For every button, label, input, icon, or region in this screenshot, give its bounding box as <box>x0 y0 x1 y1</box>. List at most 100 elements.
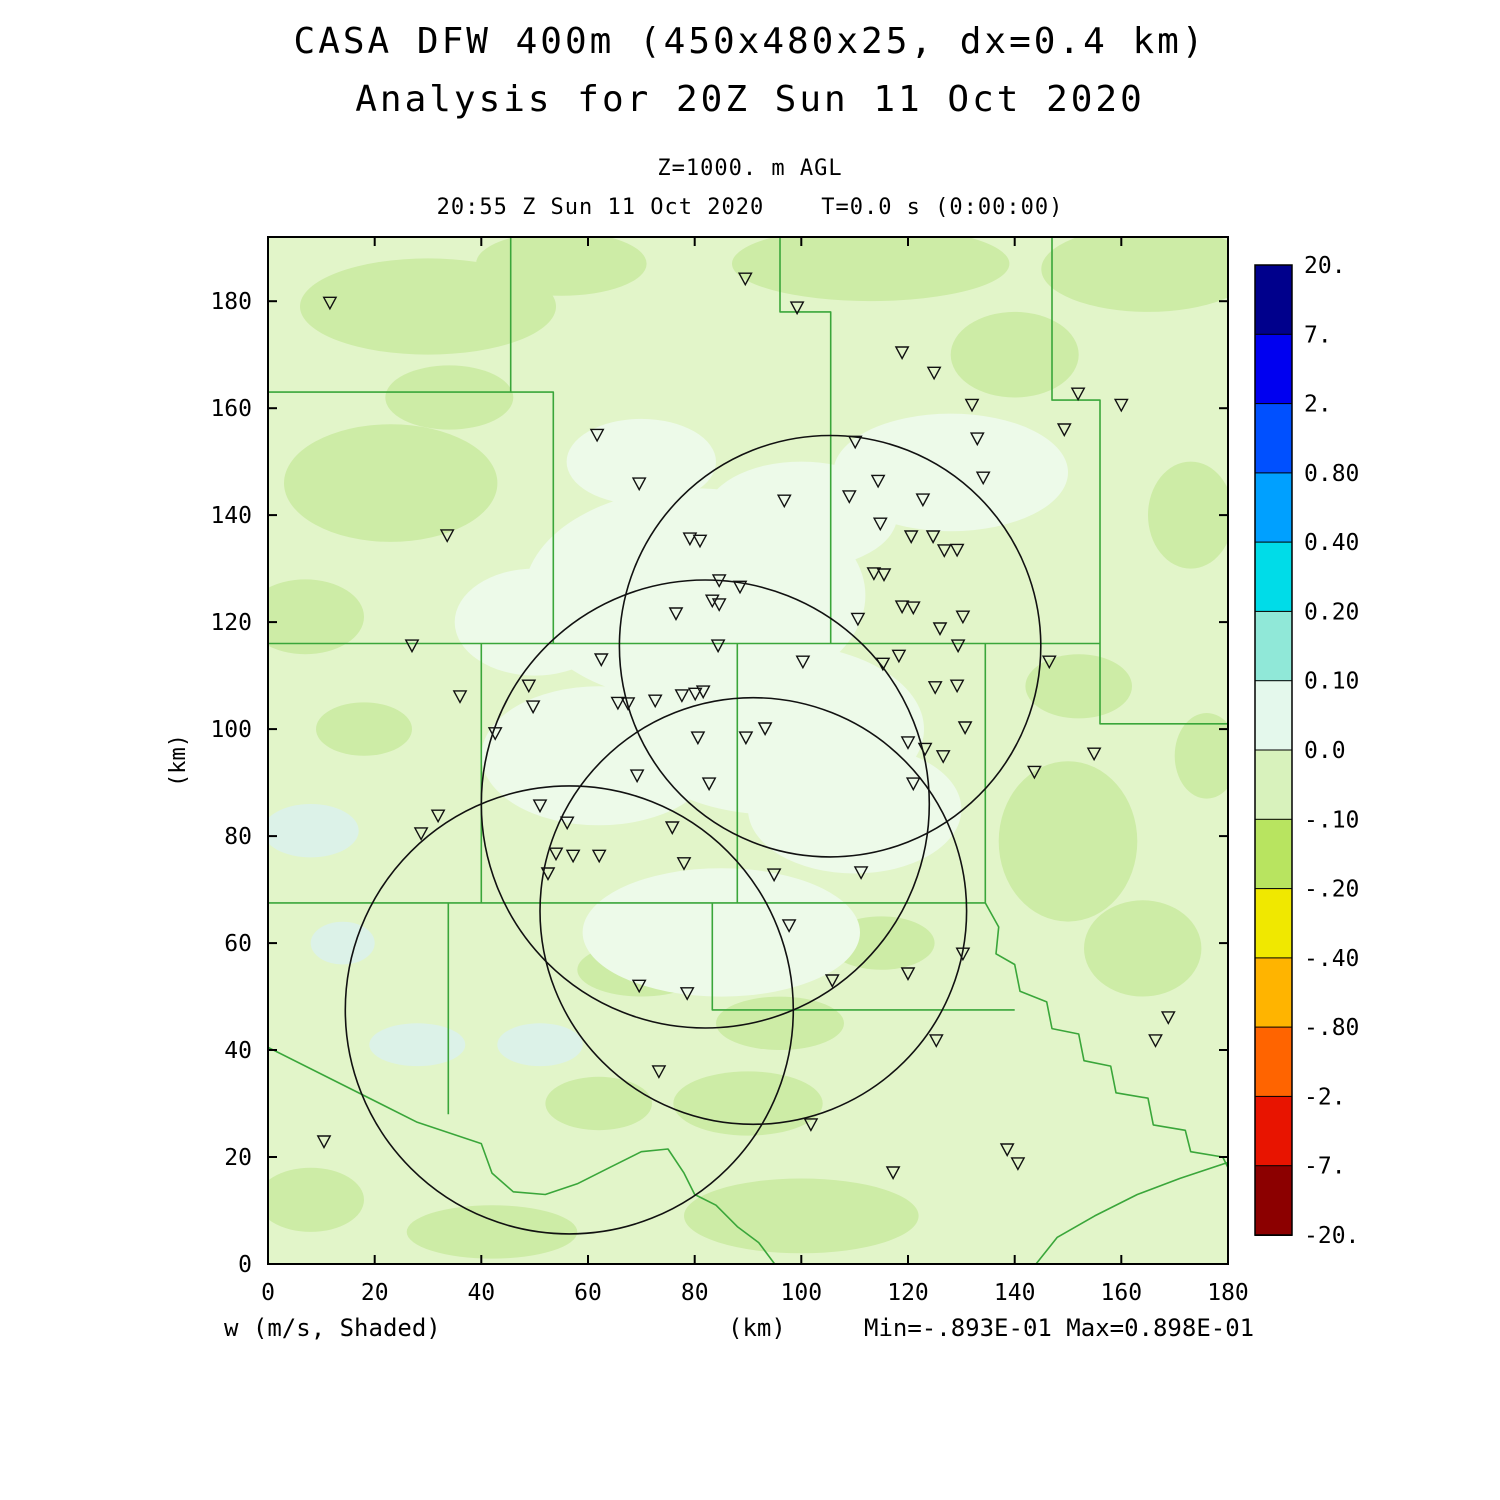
county-line <box>1035 1161 1228 1264</box>
station-marker-icon <box>776 494 792 509</box>
station-marker-icon <box>900 967 916 981</box>
station-marker-icon <box>900 736 916 750</box>
station-marker-icon <box>964 398 980 413</box>
colorbar-segment <box>1254 610 1293 682</box>
station-marker-icon <box>1070 387 1086 402</box>
colorbar-label: -7. <box>1304 1154 1346 1180</box>
station-marker-icon <box>316 1135 332 1149</box>
station-marker-icon <box>629 769 645 784</box>
colorbar-segment <box>1254 888 1293 959</box>
station-marker-icon <box>757 722 773 736</box>
station-marker-icon <box>955 947 971 962</box>
shade-patch <box>406 1205 578 1259</box>
station-marker-icon <box>891 649 907 664</box>
colorbar-label: 0.80 <box>1304 461 1359 487</box>
shade-patch <box>1148 461 1228 569</box>
county-boundaries <box>268 237 1228 1264</box>
station-marker-icon <box>781 919 797 933</box>
x-tick-label: 100 <box>781 1280 823 1306</box>
station-marker-icon <box>955 610 971 625</box>
x-tick-label: 160 <box>1101 1280 1143 1306</box>
shade-patch <box>998 761 1138 922</box>
station-marker-icon <box>789 301 805 316</box>
y-tick-label: 120 <box>210 610 252 636</box>
station-marker-icon <box>679 987 695 1001</box>
station-marker-icon <box>905 777 921 792</box>
time-label: 20:55 Z Sun 11 Oct 2020 T=0.0 s (0:00:00… <box>436 195 1064 220</box>
shade-patch <box>310 921 375 965</box>
station-marker-icon <box>1160 1011 1176 1025</box>
station-marker-icon <box>917 742 933 757</box>
shade-patch <box>684 1178 919 1254</box>
station-marker-icon <box>487 727 503 741</box>
axis-ticks <box>267 237 1229 1265</box>
station-marker-icon <box>894 600 910 615</box>
shade-patch <box>732 237 1010 302</box>
station-marker-icon <box>631 477 647 492</box>
station-marker-icon <box>674 689 690 703</box>
station-marker-icon <box>866 567 882 581</box>
station-marker-icon <box>610 696 626 711</box>
x-tick-label: 60 <box>574 1280 602 1306</box>
station-marker-icon <box>664 821 680 835</box>
y-tick-label: 20 <box>224 1145 252 1171</box>
colorbar-label: -.80 <box>1304 1015 1359 1041</box>
station-marker-icon <box>711 598 727 612</box>
station-marker-icon <box>439 529 455 543</box>
station-marker-icon <box>591 849 607 864</box>
station-marker-icon <box>704 594 720 609</box>
shade-patch <box>673 1071 823 1136</box>
title-block: CASA DFW 400m (450x480x25, dx=0.4 km) An… <box>0 24 1500 219</box>
colorbar-segment <box>1254 403 1293 474</box>
shade-patch <box>476 237 647 296</box>
shade-patch <box>705 461 898 569</box>
colorbar-label: 20. <box>1304 253 1346 279</box>
station-marker-icon <box>957 721 973 735</box>
station-marker-icon <box>732 580 748 595</box>
station-marker-icon <box>766 868 782 883</box>
field-label: w (m/s, Shaded) <box>224 1314 441 1342</box>
station-marker-icon <box>565 849 581 864</box>
station-marker-icon <box>521 679 537 694</box>
station-marker-icon <box>710 639 726 654</box>
station-marker-icon <box>999 1143 1015 1157</box>
colorbar-label: 0.10 <box>1304 669 1359 695</box>
shade-patch <box>316 702 412 756</box>
colorbar-segment <box>1254 472 1293 544</box>
station-marker-icon <box>737 272 753 287</box>
shade-patch <box>481 686 716 826</box>
shade-patch <box>497 1023 583 1067</box>
radar-range-circle <box>539 696 968 1126</box>
x-tick-label: 20 <box>361 1280 389 1306</box>
station-marker-icon <box>975 471 991 486</box>
county-line <box>268 1046 776 1264</box>
shade-patch <box>566 418 716 505</box>
colorbar-label: 7. <box>1304 322 1332 348</box>
station-marker-icon <box>872 517 888 532</box>
station-marker-icon <box>701 777 717 792</box>
station-marker-icon <box>738 731 754 746</box>
colorbar-segment <box>1254 957 1293 1029</box>
station-marker-icon <box>620 697 636 711</box>
station-marker-icon <box>695 685 711 700</box>
station-marker-icon <box>651 1065 667 1079</box>
map-area <box>268 237 1228 1264</box>
y-tick-label: 40 <box>224 1038 252 1064</box>
y-tick-label: 160 <box>210 396 252 422</box>
station-marker-icon <box>841 490 857 504</box>
station-marker-icon <box>927 681 943 695</box>
shade-patch <box>300 258 556 355</box>
shade-patch <box>545 1076 652 1131</box>
station-marker-icon <box>885 1166 901 1180</box>
colorbar-label: 0.0 <box>1304 738 1346 764</box>
colorbar <box>1254 264 1293 1236</box>
station-marker-icon <box>593 653 609 667</box>
y-tick-label: 80 <box>224 824 252 850</box>
station-marker-icon <box>903 530 919 544</box>
colorbar-segment <box>1254 264 1293 336</box>
station-marker-icon <box>1056 423 1072 437</box>
colorbar-label: -.40 <box>1304 946 1359 972</box>
x-tick-label: 40 <box>467 1280 495 1306</box>
station-marker-icon <box>928 1034 944 1048</box>
station-marker-icon <box>589 428 605 443</box>
